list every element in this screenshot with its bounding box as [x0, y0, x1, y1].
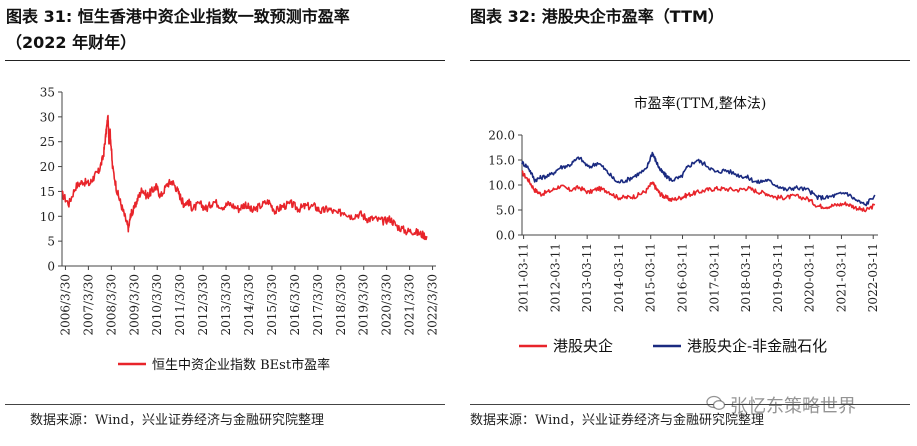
right-x-tick-label: 2012-03-11	[548, 243, 562, 312]
left-x-tick-label: 2018/3/30	[334, 274, 348, 336]
left-x-tick-label: 2012/3/30	[196, 274, 210, 336]
left-x-tick-label: 2019/3/30	[357, 274, 371, 336]
right-x-tick-label: 2018-03-11	[739, 243, 753, 312]
left-y-tick-label: 30	[40, 110, 55, 124]
left-y-tick-label: 10	[40, 210, 55, 224]
left-y-tick-label: 35	[40, 86, 55, 100]
right-x-tick-label: 2017-03-11	[707, 243, 721, 312]
right-y-tick-label: 15.0	[488, 154, 515, 168]
left-x-tick-label: 2011/3/30	[173, 274, 187, 336]
right-x-tick-label: 2013-03-11	[580, 243, 594, 312]
left-series-line-1	[61, 114, 428, 241]
left-x-tick-label: 2020/3/30	[380, 274, 394, 336]
left-x-tick-label: 2007/3/30	[81, 274, 95, 336]
left-y-tick-label: 20	[40, 160, 55, 174]
left-legend-label-1: 恒生中资企业指数 BEst市盈率	[152, 357, 330, 373]
left-chart-title-line2: （2022 年财年）	[6, 33, 137, 52]
left-source-note: 数据来源：Wind，兴业证券经济与金融研究院整理	[30, 413, 324, 428]
right-x-tick-label: 2021-03-11	[834, 243, 848, 312]
right-y-tick-label: 5.0	[496, 204, 515, 218]
right-bottom-rule	[470, 404, 910, 405]
left-x-tick-label: 2009/3/30	[127, 274, 141, 336]
right-legend-label-1: 港股央企	[553, 337, 613, 355]
right-series-line-1	[521, 170, 876, 213]
left-x-tick-label: 2013/3/30	[219, 274, 233, 336]
right-series-line-2	[521, 151, 876, 207]
right-x-tick-label: 2019-03-11	[771, 243, 785, 312]
left-x-tick-label: 2021/3/30	[403, 274, 417, 336]
left-bottom-rule	[5, 404, 445, 405]
right-y-tick-label: 20.0	[488, 129, 515, 143]
left-y-tick-label: 25	[40, 135, 55, 149]
left-x-tick-label: 2022/3/30	[426, 274, 440, 336]
watermark-text: 张忆东策略世界	[730, 396, 856, 417]
left-x-tick-label: 2015/3/30	[265, 274, 279, 336]
right-chart-title: 图表 32: 港股央企市盈率（TTM）	[470, 7, 724, 26]
right-y-tick-label: 0.0	[496, 229, 515, 243]
left-x-tick-label: 2014/3/30	[242, 274, 256, 336]
right-chart-title: 市盈率(TTM,整体法)	[634, 95, 767, 112]
left-y-tick-label: 0	[47, 260, 55, 274]
right-x-tick-label: 2022-03-11	[866, 243, 880, 312]
left-x-tick-label: 2008/3/30	[104, 274, 118, 336]
left-top-rule	[5, 60, 445, 61]
left-chart-title: 图表 31: 恒生香港中资企业指数一致预测市盈率	[6, 7, 350, 26]
left-x-tick-label: 2010/3/30	[150, 274, 164, 336]
left-x-tick-label: 2016/3/30	[288, 274, 302, 336]
right-x-tick-label: 2014-03-11	[612, 243, 626, 312]
right-x-tick-label: 2016-03-11	[676, 243, 690, 312]
right-y-tick-label: 10.0	[488, 179, 515, 193]
right-x-tick-label: 2020-03-11	[803, 243, 817, 312]
right-x-tick-label: 2015-03-11	[644, 243, 658, 312]
right-source-note: 数据来源：Wind，兴业证券经济与金融研究院整理	[470, 413, 764, 428]
right-x-tick-label: 2011-03-11	[517, 243, 531, 312]
left-x-tick-label: 2006/3/30	[58, 274, 72, 336]
right-top-rule	[470, 60, 910, 61]
wechat-icon	[706, 395, 726, 410]
left-y-tick-label: 15	[40, 185, 55, 199]
left-y-tick-label: 5	[47, 235, 55, 249]
left-x-tick-label: 2017/3/30	[311, 274, 325, 336]
right-legend-label-2: 港股央企-非金融石化	[687, 337, 827, 355]
